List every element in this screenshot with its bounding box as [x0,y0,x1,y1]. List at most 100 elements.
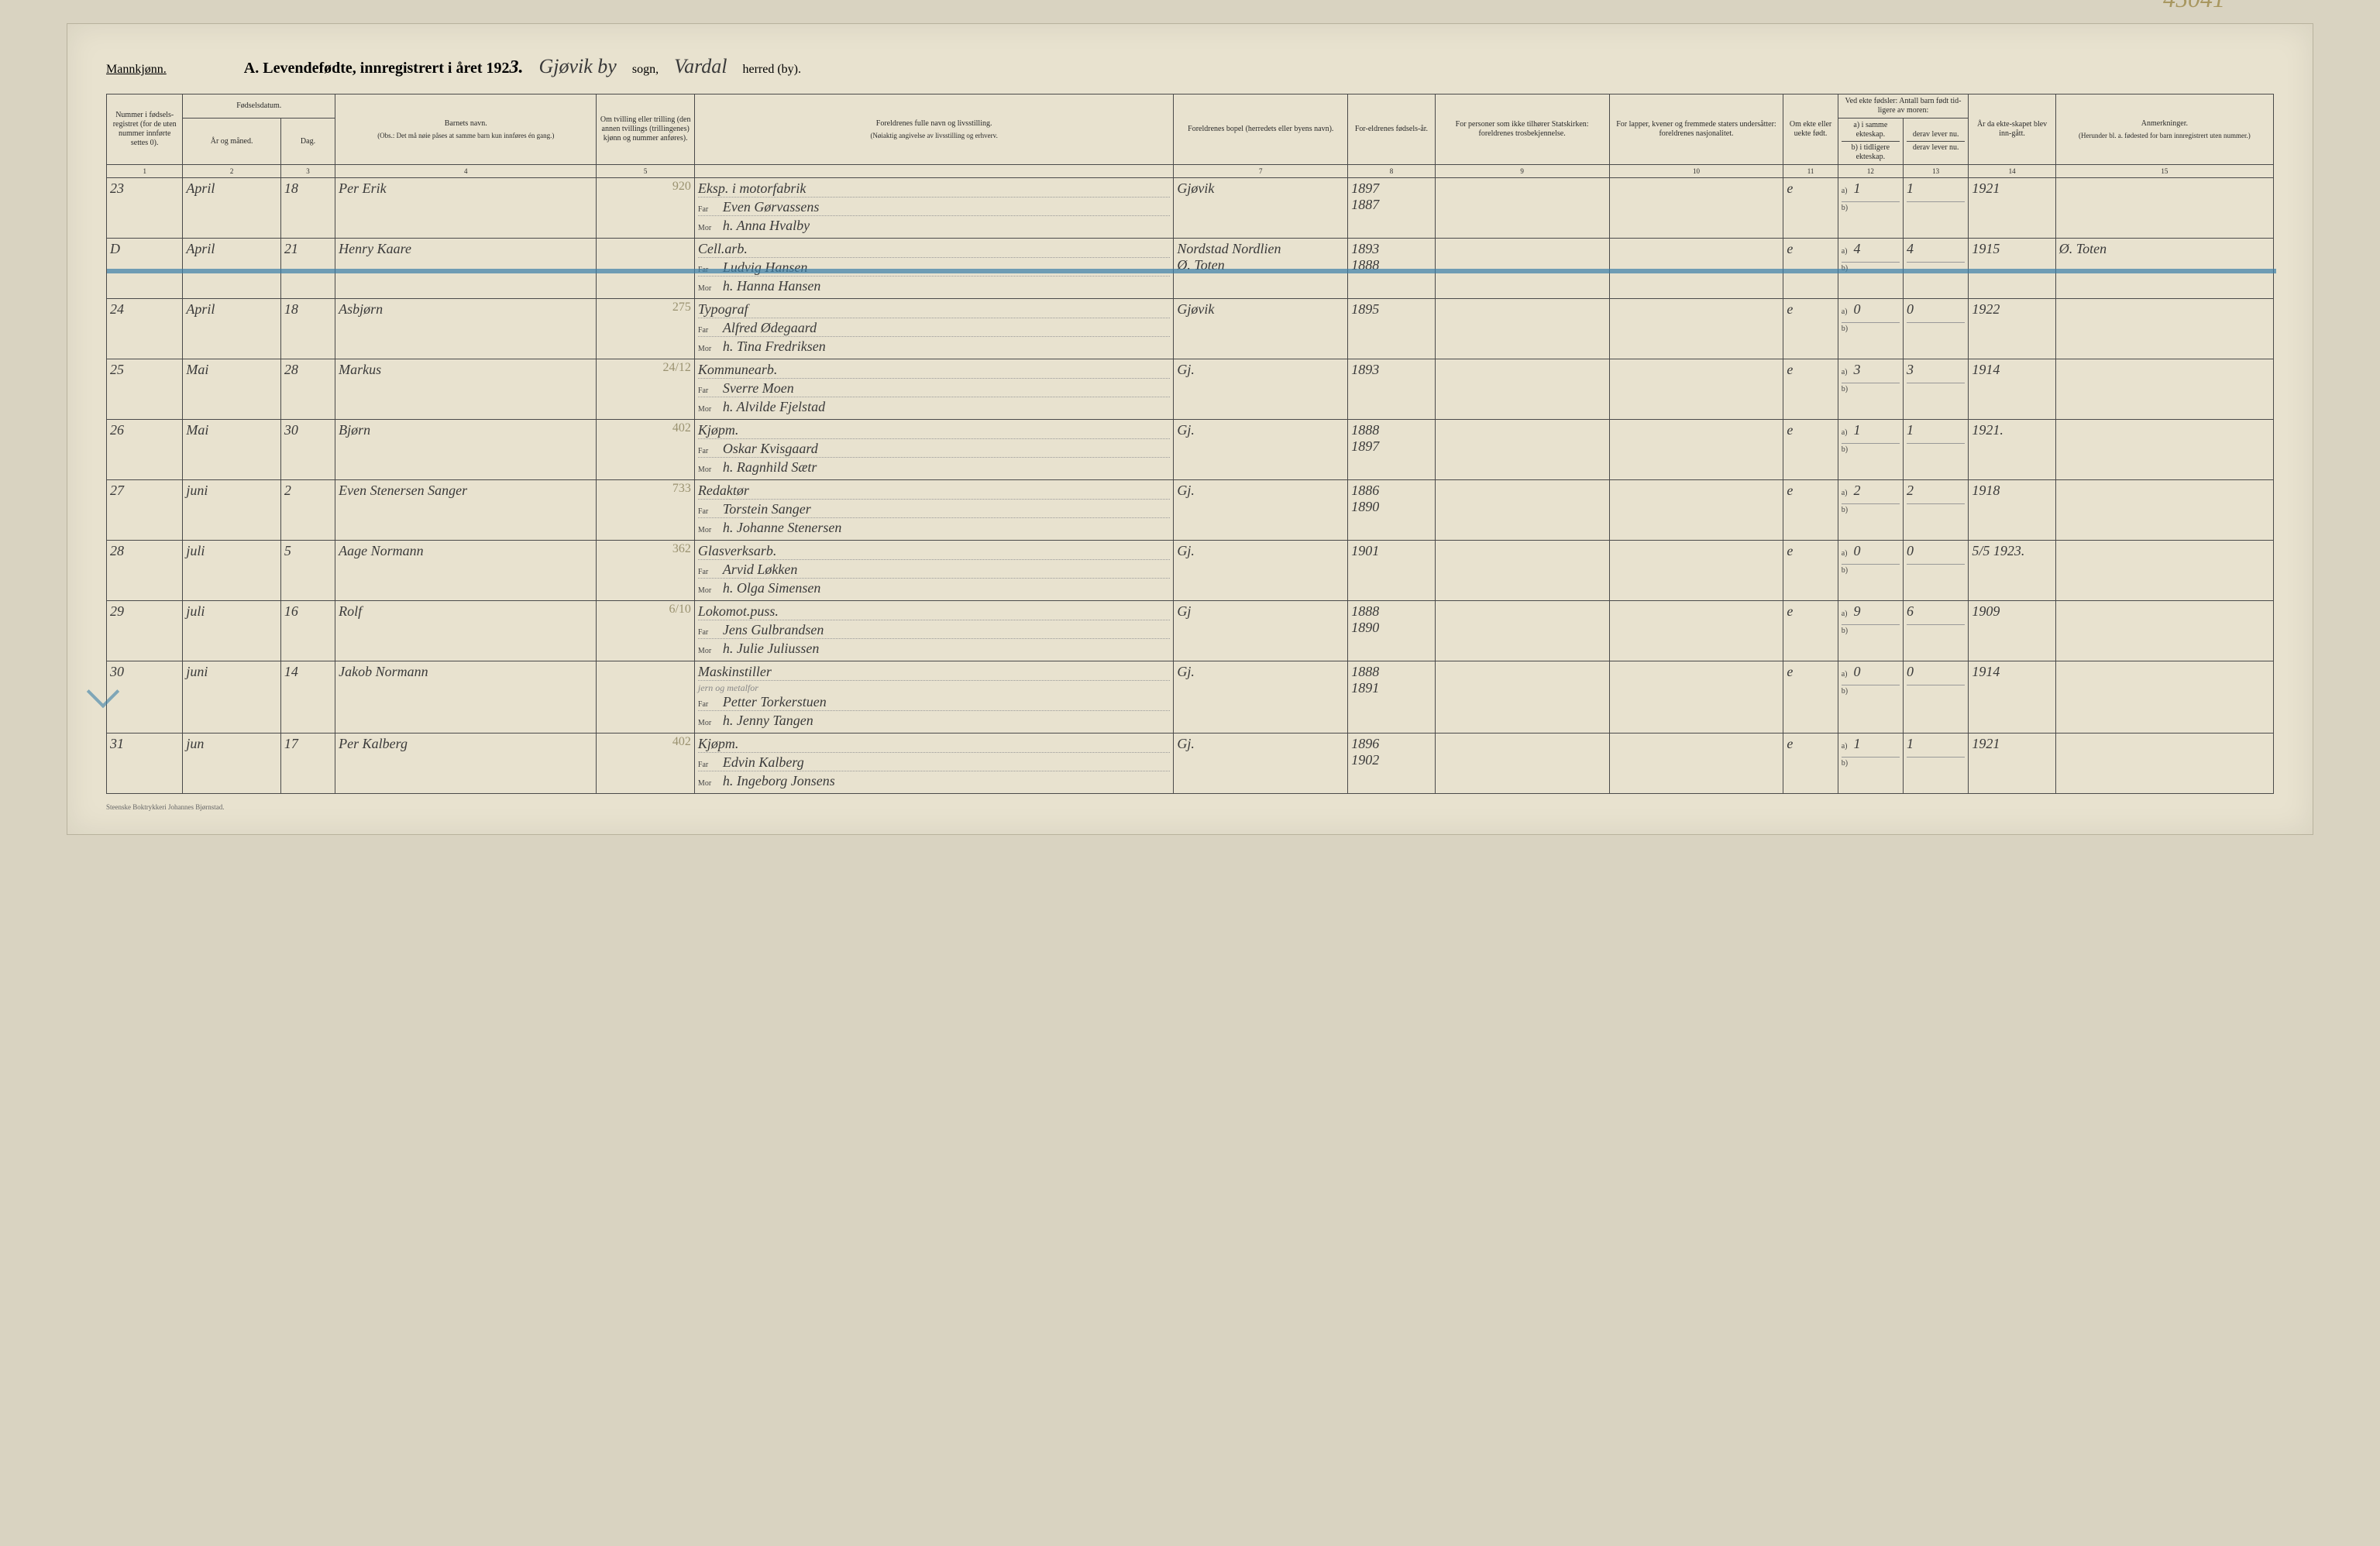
sogn-label: sogn, [632,63,659,77]
column-number: 1 [107,165,183,178]
cell-parents: Eksp. i motorfabrikFarEven GørvassensMor… [694,178,1173,239]
page-title: A. Levendefødte, innregistrert i året 19… [244,57,524,78]
cell-remarks [2055,420,2273,480]
cell-marriage-year: 1909 [1969,601,2055,661]
col-12a-top: a) i samme ekteskap. [1842,121,1900,139]
col-12-header-top: Ved ekte fødsler: Antall barn født tid-l… [1838,94,1969,119]
cell-month: juni [183,661,280,733]
cell-remarks [2055,359,2273,420]
table-header: Nummer i fødsels-registret (for de uten … [107,94,2274,178]
cell-legitimate: e [1783,299,1838,359]
ledger-page: 45041 Mannkjønn. A. Levendefødte, innreg… [67,23,2313,835]
cell-number: 25 [107,359,183,420]
cell-parents: RedaktørFarTorstein SangerMorh. Johanne … [694,480,1173,541]
cell-legitimate: e [1783,480,1838,541]
cell-children-count: a)0b) [1838,661,1903,733]
cell-children-count: a)1b) [1838,733,1903,794]
side-annotation: 24/12 [662,361,690,375]
cell-children-count: a)0b) [1838,299,1903,359]
cell-remarks [2055,178,2273,239]
cell-residence: Gj. [1174,661,1348,733]
cell-twin: 24/12 [597,359,694,420]
col-6-sub: (Nøiaktig angivelse av livsstilling og e… [698,132,1170,140]
cell-child-name: Rolf [335,601,597,661]
cell-children-living: 1 [1904,733,1969,794]
side-annotation: 920 [672,180,691,194]
table-row: 25Mai28Markus24/12Kommunearb.FarSverre M… [107,359,2274,420]
col-14-header: År da ekte-skapet blev inn-gått. [1969,94,2055,165]
cell-children-count: a)1b) [1838,178,1903,239]
cell-nationality [1609,420,1783,480]
col-12b-top: b) i tidligere ekteskap. [1842,141,1900,162]
cell-residence: Gj. [1174,541,1348,601]
cell-religion [1435,299,1609,359]
cell-legitimate: e [1783,420,1838,480]
cell-month: jun [183,733,280,794]
col-2a-header: År og måned. [183,119,280,165]
check-mark-icon [87,675,119,708]
side-annotation: 362 [672,542,691,556]
cell-number: 30 [107,661,183,733]
herred-handwritten: Vardal [674,55,727,78]
col-6-title: Foreldrenes fulle navn og livsstilling. [698,119,1170,129]
column-number: 9 [1435,165,1609,178]
strikethrough-line [107,269,2276,273]
cell-nationality [1609,541,1783,601]
cell-parents: Glasverksarb.FarArvid LøkkenMorh. Olga S… [694,541,1173,601]
cell-twin: 275 [597,299,694,359]
printer-footer: Steenske Boktrykkeri Johannes Bjørnstad. [106,803,2274,811]
cell-day: 14 [280,661,335,733]
cell-residence: Gj. [1174,420,1348,480]
col-15-sub: (Herunder bl. a. fødested for barn innre… [2059,132,2270,140]
cell-residence: Gjøvik [1174,299,1348,359]
col-4-header: Barnets navn. (Obs.: Det må nøie påses a… [335,94,597,165]
cell-remarks [2055,733,2273,794]
cell-day: 5 [280,541,335,601]
cell-day: 18 [280,299,335,359]
col-10-header: For lapper, kvener og fremmede staters u… [1609,94,1783,165]
cell-birth-years: 1901 [1348,541,1435,601]
column-number: 12 [1838,165,1903,178]
cell-remarks [2055,661,2273,733]
cell-residence: Gjøvik [1174,178,1348,239]
cell-parents: Maskinstillerjern og metalforFarPetter T… [694,661,1173,733]
cell-twin: 6/10 [597,601,694,661]
cell-child-name: Asbjørn [335,299,597,359]
cell-nationality [1609,661,1783,733]
cell-legitimate: e [1783,661,1838,733]
cell-children-living: 3 [1904,359,1969,420]
cell-number: 27 [107,480,183,541]
cell-number: 26 [107,420,183,480]
cell-twin: 362 [597,541,694,601]
cell-children-count: a)9b) [1838,601,1903,661]
cell-residence: Gj. [1174,733,1348,794]
cell-legitimate: e [1783,178,1838,239]
col-2b-header: Dag. [280,119,335,165]
gender-label: Mannkjønn. [106,63,167,77]
col-9-header: For personer som ikke tilhører Statskirk… [1435,94,1609,165]
cell-birth-years: 18881890 [1348,601,1435,661]
table-row: 24April18Asbjørn275TypografFarAlfred Øde… [107,299,2274,359]
cell-marriage-year: 1918 [1969,480,2055,541]
cell-remarks [2055,601,2273,661]
cell-number: 29 [107,601,183,661]
cell-month: juli [183,601,280,661]
cell-month: juni [183,480,280,541]
column-number: 8 [1348,165,1435,178]
title-prefix: A. Levendefødte, innregistrert i året 19… [244,60,510,77]
cell-children-living: 0 [1904,299,1969,359]
cell-remarks [2055,541,2273,601]
cell-legitimate: e [1783,359,1838,420]
cell-children-count: a)2b) [1838,480,1903,541]
cell-child-name: Aage Normann [335,541,597,601]
cell-birth-years: 18861890 [1348,480,1435,541]
cell-child-name: Bjørn [335,420,597,480]
cell-number: 23 [107,178,183,239]
cell-remarks [2055,480,2273,541]
table-row: 31jun17Per Kalberg402Kjøpm.FarEdvin Kalb… [107,733,2274,794]
cell-children-living: 0 [1904,541,1969,601]
cell-parents: Kommunearb.FarSverre MoenMorh. Alvilde F… [694,359,1173,420]
cell-day: 16 [280,601,335,661]
side-annotation: 733 [672,482,691,496]
cell-residence: Gj. [1174,480,1348,541]
